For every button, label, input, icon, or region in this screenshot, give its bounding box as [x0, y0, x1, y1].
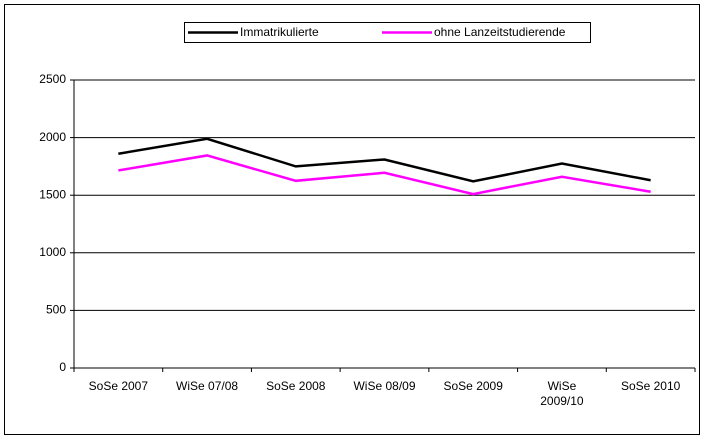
x-tick-label: SoSe 2007: [88, 379, 149, 393]
y-tick-label: 1000: [39, 245, 66, 259]
x-tick-label: SoSe 2010: [620, 379, 681, 393]
y-tick-label: 2000: [39, 130, 66, 144]
x-tick-label: SoSe 2008: [266, 379, 326, 393]
y-tick-label: 0: [59, 360, 66, 374]
line-series: [118, 154, 651, 196]
x-tick-label: WiSe 2009/10: [540, 379, 584, 408]
y-tick-label: 1500: [39, 187, 66, 201]
y-tick-label: 500: [46, 303, 66, 317]
x-tick-label: SoSe 2009: [443, 379, 503, 393]
legend-label: Immatrikulierte: [240, 25, 319, 39]
legend-label: ohne Lanzeitstudierende: [434, 25, 566, 39]
x-tick-label: WiSe 08/09: [353, 379, 416, 393]
y-tick-label: 2500: [39, 72, 66, 86]
line-series: [118, 137, 651, 183]
x-tick-label: WiSe 07/08: [176, 379, 239, 393]
chart-border: [4, 4, 700, 435]
